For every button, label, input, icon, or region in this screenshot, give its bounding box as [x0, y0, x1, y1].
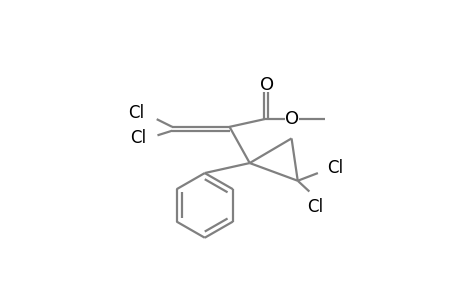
Text: O: O — [285, 110, 299, 128]
Text: Cl: Cl — [307, 198, 323, 216]
Text: Cl: Cl — [130, 129, 146, 147]
Text: O: O — [259, 76, 273, 94]
Text: Cl: Cl — [326, 159, 342, 177]
Text: Cl: Cl — [128, 104, 144, 122]
